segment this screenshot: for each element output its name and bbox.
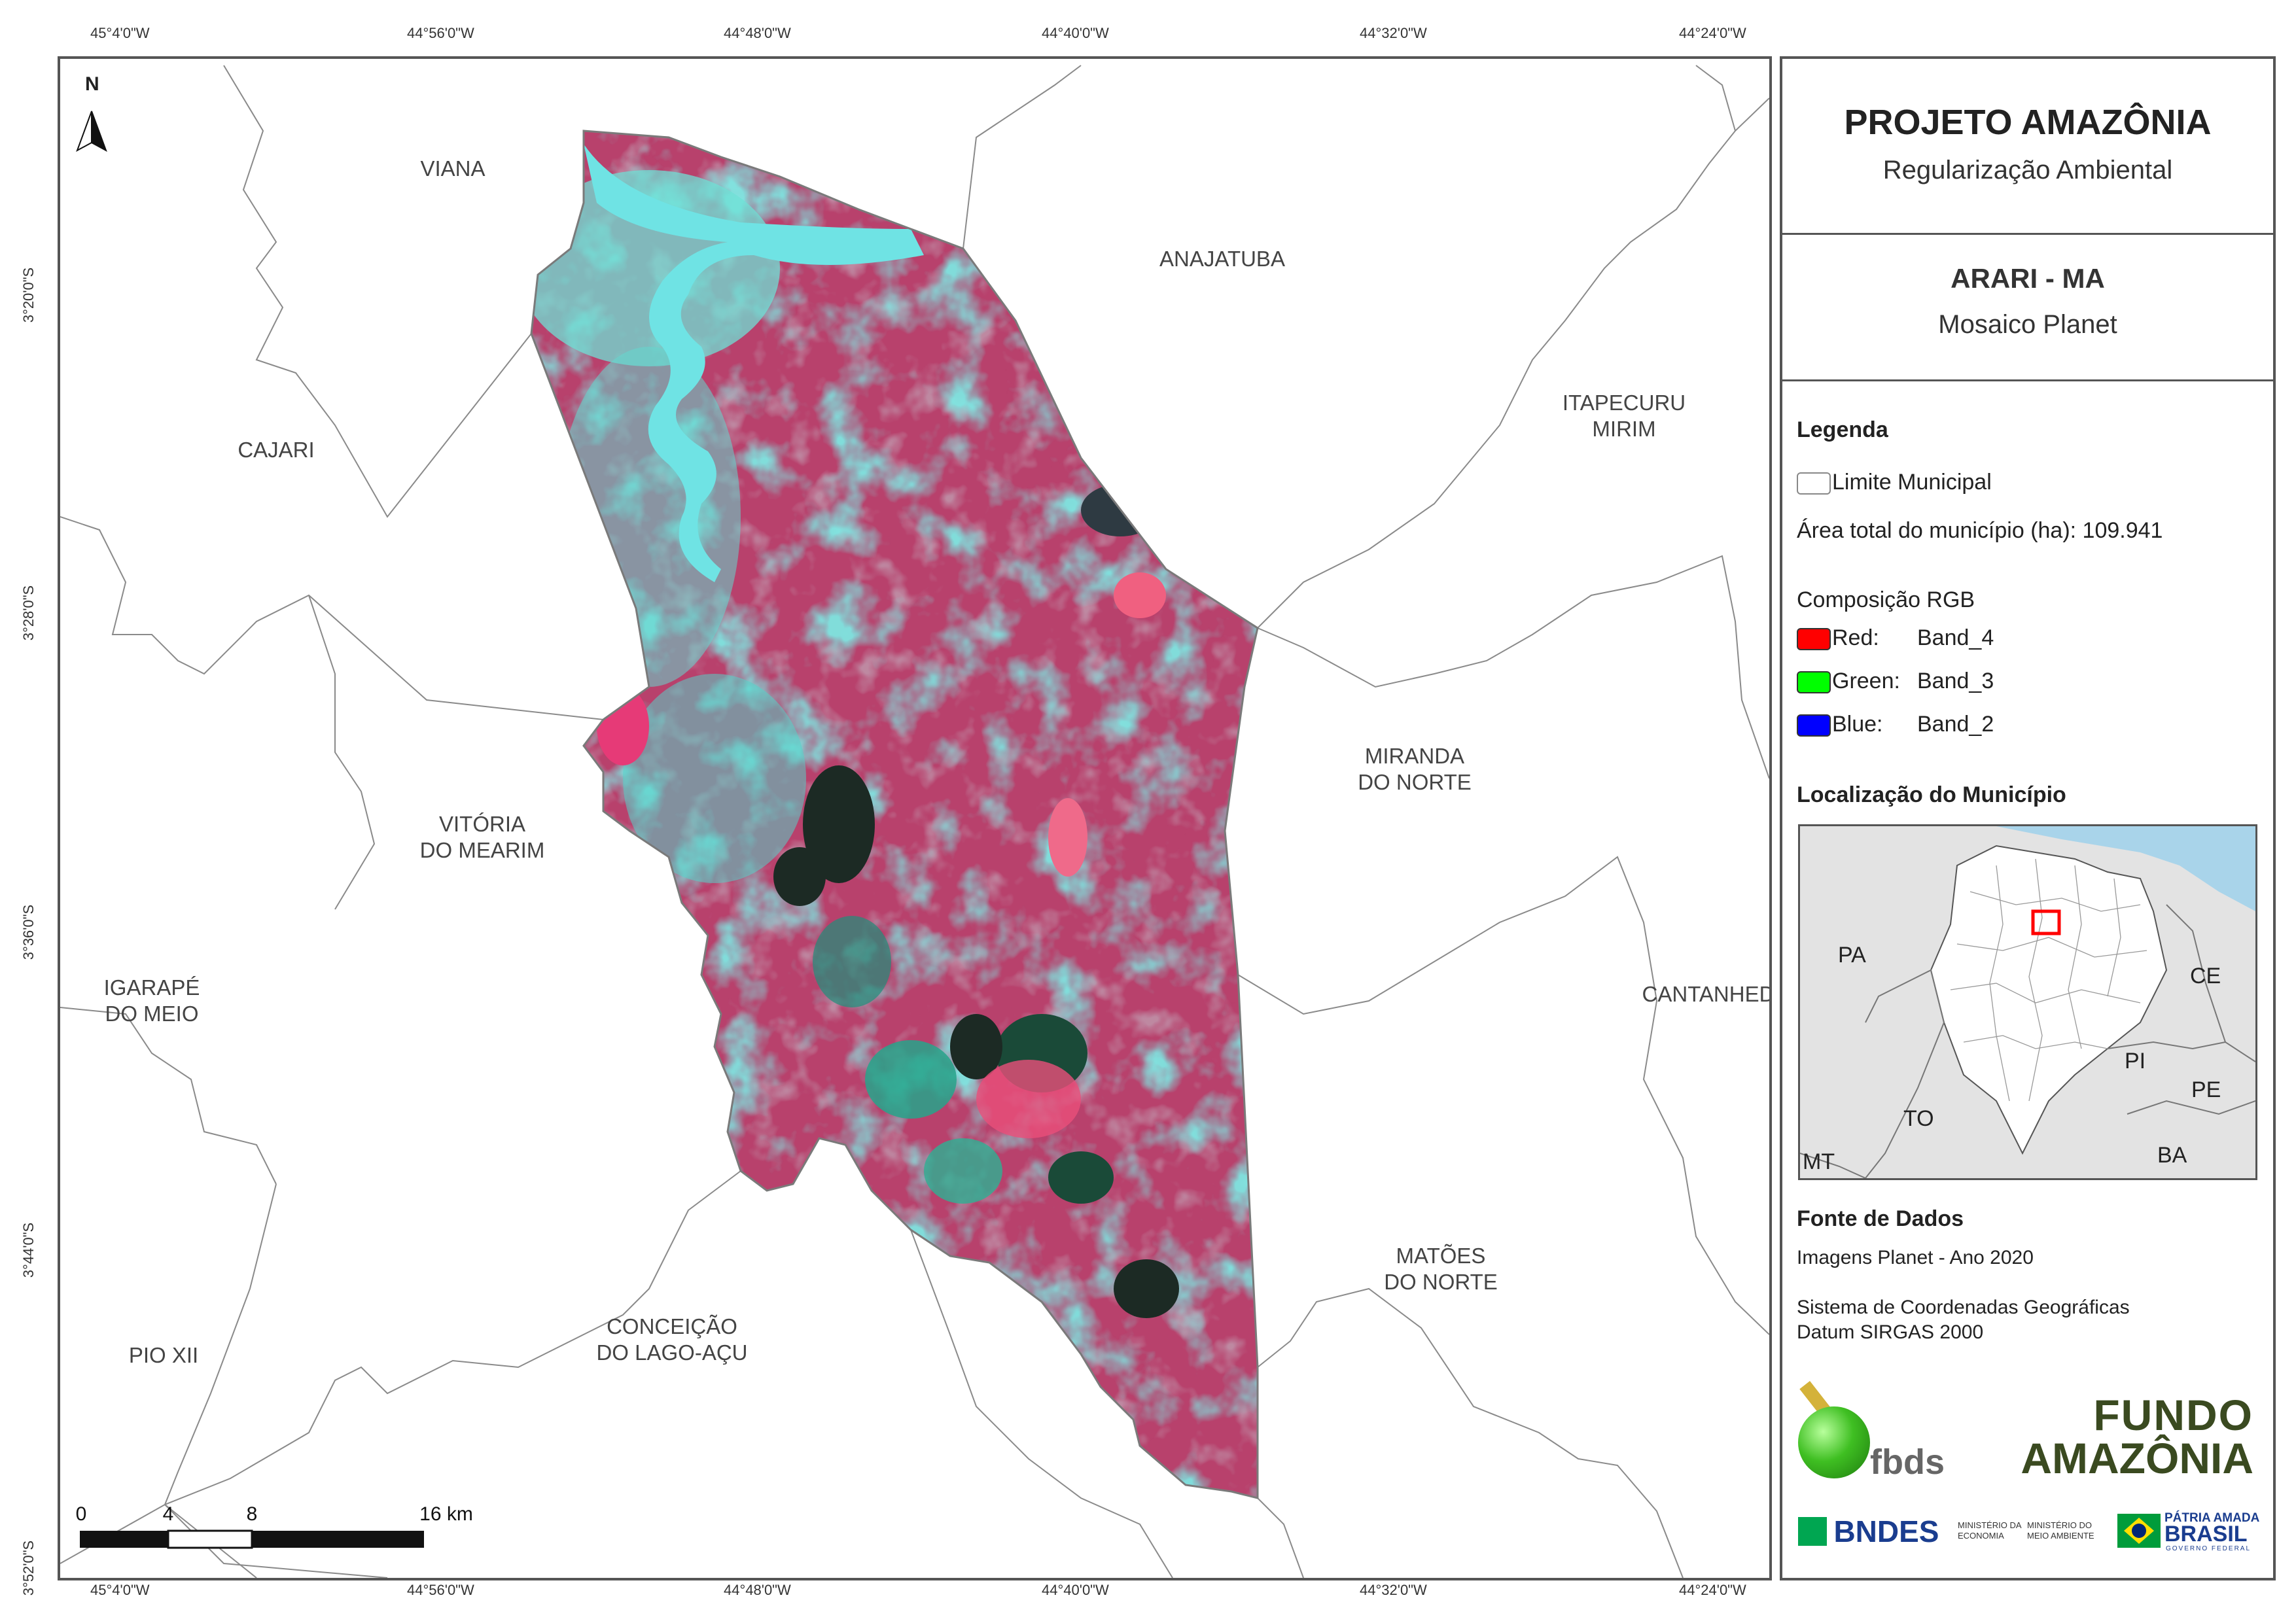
label-cajari: CAJARI	[238, 438, 315, 462]
inset-label-mt: MT	[1803, 1149, 1835, 1174]
location-marker-icon	[2031, 909, 2061, 935]
green-band-swatch	[1797, 671, 1831, 693]
label-anajatuba: ANAJATUBA	[1159, 247, 1285, 271]
north-arrow-icon	[76, 111, 107, 152]
label-viana: VIANA	[420, 156, 486, 181]
coord-bottom-3: 44°48'0"W	[724, 1582, 791, 1598]
panel-mosaic: Mosaico Planet	[1938, 310, 2117, 339]
crs-line-1: Sistema de Coordenadas Geográficas	[1797, 1297, 2130, 1318]
panel-subtitle: Regularização Ambiental	[1882, 156, 2173, 184]
inset-label-to: TO	[1903, 1106, 1934, 1131]
coord-top-5: 44°32'0"W	[1360, 25, 1427, 41]
label-cantanhede: CANTANHEDE	[1642, 982, 1769, 1006]
location-inset-map: PA CE PI PE TO BA MT	[1798, 824, 2257, 1180]
scale-label-0: 0	[75, 1503, 87, 1525]
scale-bar	[80, 1529, 424, 1549]
coord-top-1: 45°4'0"W	[90, 25, 150, 41]
north-arrow-label: N	[85, 73, 99, 95]
amazonia-text: AMAZÔNIA	[2021, 1434, 2253, 1482]
blue-band-value: Band_2	[1917, 712, 1994, 737]
crs-line-2: Datum SIRGAS 2000	[1797, 1321, 1984, 1343]
scale-label-4: 4	[162, 1503, 174, 1525]
scale-label-8: 8	[246, 1503, 258, 1525]
label-vitoria-do-mearim: VITÓRIA DO MEARIM	[419, 812, 545, 862]
label-matoes-do-norte: MATÕES DO NORTE	[1384, 1244, 1498, 1294]
brasil-text: BRASIL	[2164, 1522, 2248, 1546]
bndes-logo: BNDES	[1798, 1514, 1939, 1553]
coord-bottom-6: 44°24'0"W	[1679, 1582, 1746, 1598]
map-canvas	[60, 65, 1769, 1578]
brasil-logo: PÁTRIA AMADA BRASIL GOVERNO FEDERAL	[2117, 1507, 2261, 1560]
fundo-text: FUNDO	[2093, 1391, 2253, 1439]
fbds-text: fbds	[1870, 1442, 1945, 1482]
patria-amada-text: PÁTRIA AMADA	[2164, 1511, 2260, 1525]
fbds-logo: fbds	[1798, 1374, 1955, 1485]
coord-top-6: 44°24'0"W	[1679, 25, 1746, 41]
coord-bottom-1: 45°4'0"W	[90, 1582, 150, 1598]
label-miranda-do-norte: MIRANDA DO NORTE	[1358, 744, 1472, 794]
coord-left-2: 3°28'0"S	[20, 585, 37, 641]
blue-band-swatch	[1797, 714, 1831, 737]
scale-label-16km: 16 km	[419, 1503, 473, 1525]
panel-title: PROJETO AMAZÔNIA	[1844, 103, 2212, 142]
coord-left-3: 3°36'0"S	[20, 904, 37, 960]
coord-left-5: 3°52'0"S	[20, 1540, 37, 1596]
green-band-value: Band_3	[1917, 669, 1994, 693]
rgb-title: Composição RGB	[1797, 587, 1975, 612]
area-text: Área total do município (ha): 109.941	[1797, 518, 2163, 543]
governo-federal-text: GOVERNO FEDERAL	[2166, 1545, 2252, 1552]
red-band-value: Band_4	[1917, 625, 1994, 650]
limit-municipal-swatch	[1797, 472, 1831, 495]
legend-title: Legenda	[1797, 417, 1888, 442]
sources-title: Fonte de Dados	[1797, 1206, 1964, 1231]
legend-limit-label: Limite Municipal	[1832, 470, 1992, 495]
label-igarape-do-meio: IGARAPÉ DO MEIO	[103, 975, 200, 1026]
panel-divider-2	[1782, 379, 2273, 381]
label-conceicao-do-lago-acu: CONCEIÇÃO DO LAGO-AÇU	[596, 1314, 748, 1365]
inset-svg	[1800, 826, 2255, 1178]
brazil-flag-icon	[2117, 1514, 2161, 1548]
bndes-text: BNDES	[1833, 1514, 1939, 1548]
coord-bottom-4: 44°40'0"W	[1042, 1582, 1109, 1598]
inset-label-pi: PI	[2125, 1049, 2146, 1073]
location-title: Localização do Município	[1797, 782, 2066, 807]
map-frame[interactable]: N VIANA ANAJATUBA ITAPECURU MIRIM CAJARI…	[58, 56, 1772, 1580]
ministerio-meio-ambiente: MINISTÉRIO DO MEIO AMBIENTE	[2027, 1520, 2094, 1541]
coord-top-3: 44°48'0"W	[724, 25, 791, 41]
label-pio-xii: PIO XII	[128, 1343, 199, 1367]
fundo-amazonia-logo: FUNDO AMAZÔNIA	[1979, 1393, 2253, 1485]
coord-top-2: 44°56'0"W	[407, 25, 474, 41]
green-band-channel: Green:	[1832, 669, 1900, 693]
panel-municipality: ARARI - MA	[1951, 263, 2105, 294]
source-images: Imagens Planet - Ano 2020	[1797, 1247, 2034, 1268]
bndes-mark-icon	[1798, 1517, 1827, 1546]
coord-top-4: 44°40'0"W	[1042, 25, 1109, 41]
ministerio-economia: MINISTÉRIO DA ECONOMIA	[1958, 1520, 2022, 1541]
legend-panel: PROJETO AMAZÔNIA Regularização Ambiental…	[1780, 56, 2276, 1580]
red-band-channel: Red:	[1832, 625, 1879, 650]
coord-bottom-2: 44°56'0"W	[407, 1582, 474, 1598]
inset-label-pa: PA	[1838, 943, 1866, 968]
inset-label-ba: BA	[2157, 1143, 2187, 1168]
coord-left-1: 3°20'0"S	[20, 267, 37, 323]
inset-label-pe: PE	[2191, 1077, 2221, 1102]
label-itapecuru-mirim: ITAPECURU MIRIM	[1562, 391, 1686, 441]
panel-divider-1	[1782, 233, 2273, 235]
inset-label-ce: CE	[2190, 964, 2221, 988]
coord-left-4: 3°44'0"S	[20, 1222, 37, 1278]
arari-satellite-imagery	[531, 131, 1258, 1498]
blue-band-channel: Blue:	[1832, 712, 1883, 737]
red-band-swatch	[1797, 628, 1831, 650]
fbds-circle-icon	[1798, 1406, 1870, 1478]
coord-bottom-5: 44°32'0"W	[1360, 1582, 1427, 1598]
